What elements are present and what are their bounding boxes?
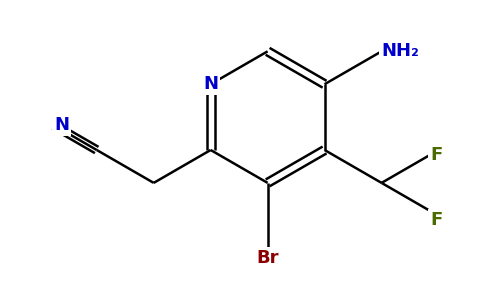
Text: NH₂: NH₂ <box>381 42 420 60</box>
Text: N: N <box>54 116 69 134</box>
Text: F: F <box>430 146 442 164</box>
Text: Br: Br <box>257 249 279 267</box>
Text: N: N <box>203 75 218 93</box>
Text: F: F <box>430 211 442 229</box>
